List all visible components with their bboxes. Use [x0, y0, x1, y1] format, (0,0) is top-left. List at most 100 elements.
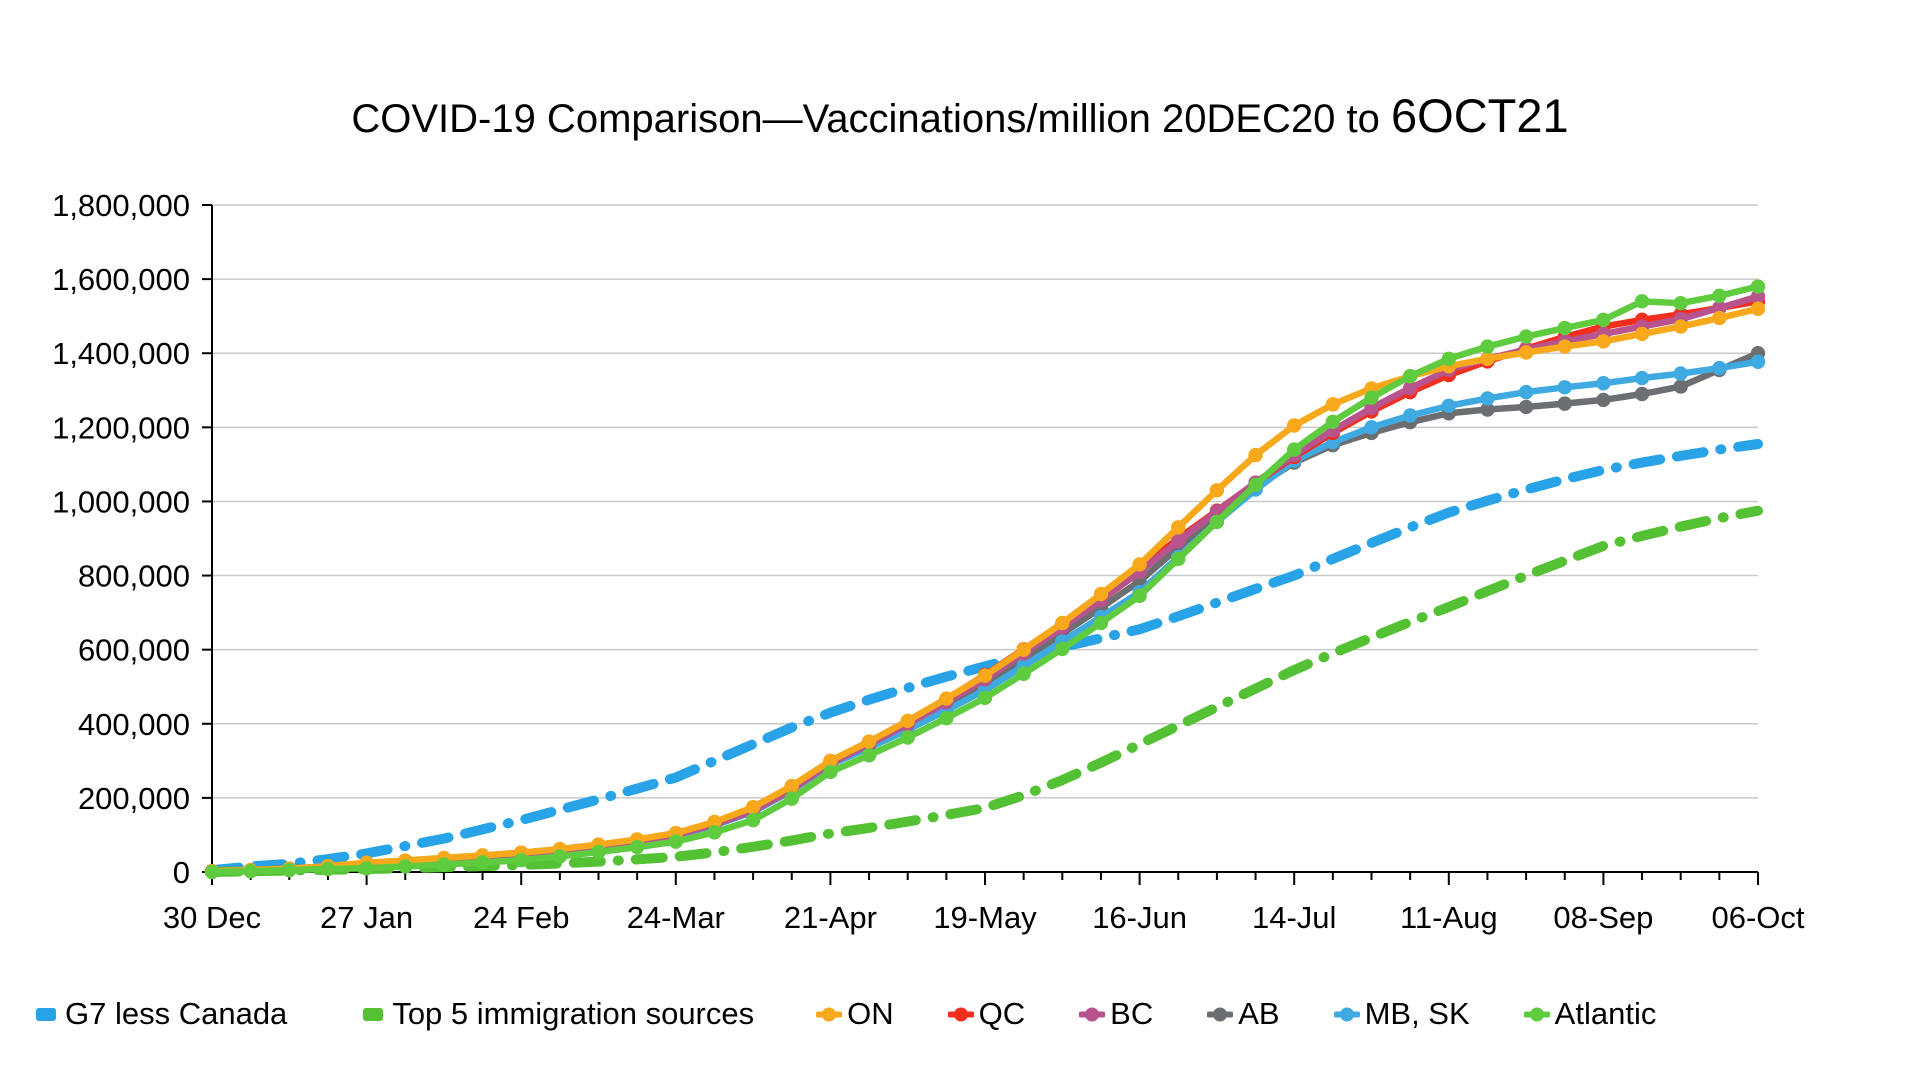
data-point-marker [1557, 380, 1572, 395]
data-point-marker [861, 734, 877, 749]
legend-item-g7-less-canada: G7 less Canada [34, 996, 287, 1032]
data-point-marker [1325, 414, 1341, 429]
x-axis-tick-label: 24-Mar [627, 900, 725, 935]
y-axis-labels: 0 200,000 400,000 600,000 800,000 1,000,000 1,… [52, 188, 190, 890]
x-axis-tick-label: 24 Feb [473, 900, 570, 935]
legend-item-atlantic: Atlantic [1523, 996, 1657, 1032]
legend-label: ON [847, 996, 894, 1031]
data-point-marker [1171, 533, 1186, 549]
x-axis-tick-label: 08-Sep [1553, 900, 1653, 935]
data-point-marker [1634, 294, 1650, 309]
data-point-marker [552, 849, 568, 864]
data-point-marker [1325, 397, 1341, 412]
data-point-marker [784, 778, 799, 794]
x-axis-tick-label: 06-Oct [1711, 900, 1804, 935]
chart-title-end-date: 6OCT21 [1391, 89, 1569, 142]
data-point-marker [1673, 295, 1688, 311]
data-point-marker [1209, 514, 1225, 530]
data-point-marker [823, 764, 838, 780]
x-axis-tick-label: 19-May [933, 900, 1037, 935]
series-line [208, 283, 1762, 876]
data-point-marker [1557, 339, 1572, 354]
data-point-marker [475, 855, 490, 870]
data-point-marker [1171, 520, 1186, 535]
data-point-marker [1596, 334, 1611, 349]
x-axis-labels: 30 Dec 27 Jan 24 Feb 24-Mar 21-Apr 19-May 16-J… [163, 900, 1805, 935]
data-point-marker [1480, 339, 1495, 354]
y-axis-tick-label: 1,000,000 [52, 484, 190, 519]
data-point-marker [939, 711, 954, 726]
legend-label: Atlantic [1554, 996, 1657, 1031]
data-point-marker [1364, 390, 1379, 405]
series-on [204, 301, 1766, 879]
legend-item-qc: QC [947, 996, 1025, 1032]
x-axis-tick-label: 21-Apr [784, 900, 877, 935]
data-point-marker [1712, 310, 1727, 326]
data-point-marker [1634, 370, 1650, 386]
data-point-marker [1402, 380, 1418, 396]
series-g7-less-canada [207, 439, 1763, 876]
data-point-marker [1132, 588, 1147, 604]
data-point-marker [1750, 279, 1766, 294]
data-point-marker [977, 690, 993, 706]
series-line [208, 349, 1762, 875]
series-line [207, 505, 1763, 877]
data-point-marker [1673, 366, 1688, 381]
y-axis-tick-label: 600,000 [78, 633, 190, 668]
data-point-marker [1402, 408, 1418, 423]
data-point-marker [1712, 300, 1727, 316]
data-point-marker [668, 834, 683, 849]
data-point-marker [1518, 345, 1534, 360]
data-point-marker [514, 852, 529, 868]
data-point-marker [1441, 398, 1457, 414]
data-point-marker [1518, 399, 1534, 415]
data-point-marker [1673, 379, 1688, 394]
data-point-marker [243, 864, 258, 879]
data-point-marker [1518, 329, 1534, 344]
gridlines [212, 204, 1758, 799]
series-qc [204, 294, 1766, 879]
data-point-marker [1557, 396, 1572, 411]
data-point-marker [1132, 557, 1147, 572]
data-point-marker [359, 861, 374, 876]
data-point-marker [1055, 615, 1070, 631]
legend-label: Top 5 immigration sources [392, 996, 755, 1031]
data-point-marker [282, 862, 297, 878]
legend-item-on: ON [816, 996, 894, 1032]
x-axis-tick-label: 27 Jan [320, 900, 413, 935]
data-point-marker [1287, 418, 1302, 433]
series-line [208, 293, 1762, 875]
y-axis-tick-label: 400,000 [78, 707, 190, 742]
series-line [208, 358, 1762, 875]
data-point-marker [900, 713, 915, 729]
legend-marker-icon [1333, 1007, 1360, 1022]
y-axis-tick-label: 1,400,000 [52, 336, 190, 371]
data-point-marker [1480, 351, 1495, 366]
data-point-marker [939, 691, 954, 706]
chart-title-main: COVID-19 Comparison—Vaccinations/million… [351, 97, 1392, 141]
series-atlantic [204, 279, 1766, 880]
data-point-marker [320, 861, 336, 877]
y-axis-tick-label: 0 [173, 855, 190, 890]
series-top-5-immigration-sources [207, 505, 1763, 877]
series-line [207, 439, 1763, 876]
data-point-marker [1209, 483, 1225, 498]
y-axis-tick-label: 800,000 [78, 559, 190, 594]
data-point-marker [707, 814, 722, 830]
series-mb-sk [204, 354, 1766, 879]
legend-label: MB, SK [1364, 996, 1470, 1031]
data-point-marker [1712, 360, 1727, 376]
legend-item-ab: AB [1207, 996, 1280, 1032]
data-point-marker [398, 859, 413, 874]
data-point-marker [1171, 551, 1186, 567]
data-point-marker [436, 857, 452, 872]
legend-item-mb-sk: MB, SK [1333, 996, 1470, 1032]
data-point-marker [861, 748, 877, 763]
data-point-marker [1364, 420, 1379, 435]
data-point-marker [1016, 666, 1031, 681]
legend-label: G7 less Canada [65, 996, 288, 1031]
legend-marker-icon [1523, 1007, 1550, 1022]
legend-marker-icon [1079, 1007, 1106, 1022]
data-point-marker [1480, 402, 1495, 417]
